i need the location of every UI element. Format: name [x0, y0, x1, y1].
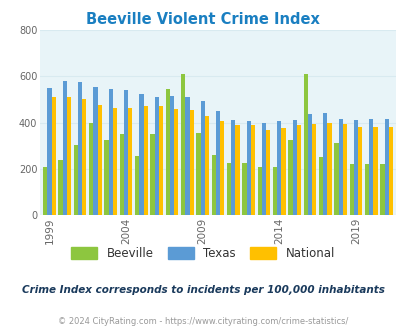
Text: © 2024 CityRating.com - https://www.cityrating.com/crime-statistics/: © 2024 CityRating.com - https://www.city…	[58, 317, 347, 326]
Bar	[43, 167, 47, 215]
Bar	[78, 82, 82, 215]
Bar	[108, 89, 113, 215]
Text: Beeville Violent Crime Index: Beeville Violent Crime Index	[86, 12, 319, 26]
Bar	[235, 125, 239, 215]
Bar	[97, 105, 102, 215]
Bar	[67, 97, 71, 215]
Bar	[89, 122, 93, 215]
Bar	[257, 167, 261, 215]
Bar	[246, 121, 250, 215]
Bar	[189, 110, 193, 215]
Bar	[292, 120, 296, 215]
Bar	[333, 144, 338, 215]
Bar	[73, 145, 78, 215]
Bar	[196, 133, 200, 215]
Bar	[266, 130, 270, 215]
Bar	[349, 164, 353, 215]
Bar	[215, 111, 220, 215]
Bar	[277, 121, 281, 215]
Bar	[281, 128, 285, 215]
Bar	[368, 119, 373, 215]
Legend: Beeville, Texas, National: Beeville, Texas, National	[66, 242, 339, 264]
Bar	[327, 122, 331, 215]
Bar	[93, 87, 97, 215]
Bar	[296, 125, 301, 215]
Bar	[174, 109, 178, 215]
Bar	[169, 96, 174, 215]
Bar	[200, 101, 205, 215]
Bar	[307, 115, 311, 215]
Bar	[230, 120, 235, 215]
Bar	[342, 124, 346, 215]
Bar	[128, 108, 132, 215]
Bar	[250, 125, 254, 215]
Bar	[261, 122, 266, 215]
Bar	[388, 127, 392, 215]
Bar	[226, 163, 230, 215]
Bar	[58, 160, 62, 215]
Bar	[119, 134, 124, 215]
Bar	[272, 167, 277, 215]
Bar	[134, 156, 139, 215]
Bar	[154, 97, 158, 215]
Bar	[364, 164, 368, 215]
Bar	[51, 97, 56, 215]
Bar	[384, 119, 388, 215]
Bar	[353, 120, 357, 215]
Bar	[338, 119, 342, 215]
Bar	[318, 157, 322, 215]
Bar	[211, 155, 215, 215]
Bar	[322, 113, 327, 215]
Bar	[185, 97, 189, 215]
Bar	[373, 127, 377, 215]
Bar	[47, 88, 51, 215]
Bar	[242, 163, 246, 215]
Bar	[139, 94, 143, 215]
Bar	[82, 99, 86, 215]
Bar	[150, 134, 154, 215]
Bar	[379, 164, 384, 215]
Bar	[181, 74, 185, 215]
Bar	[143, 106, 147, 215]
Bar	[158, 106, 163, 215]
Bar	[303, 74, 307, 215]
Bar	[311, 124, 315, 215]
Bar	[288, 140, 292, 215]
Bar	[62, 81, 67, 215]
Bar	[165, 89, 169, 215]
Bar	[357, 127, 362, 215]
Bar	[104, 140, 108, 215]
Bar	[205, 115, 209, 215]
Bar	[124, 90, 128, 215]
Bar	[113, 108, 117, 215]
Text: Crime Index corresponds to incidents per 100,000 inhabitants: Crime Index corresponds to incidents per…	[21, 285, 384, 295]
Bar	[220, 121, 224, 215]
